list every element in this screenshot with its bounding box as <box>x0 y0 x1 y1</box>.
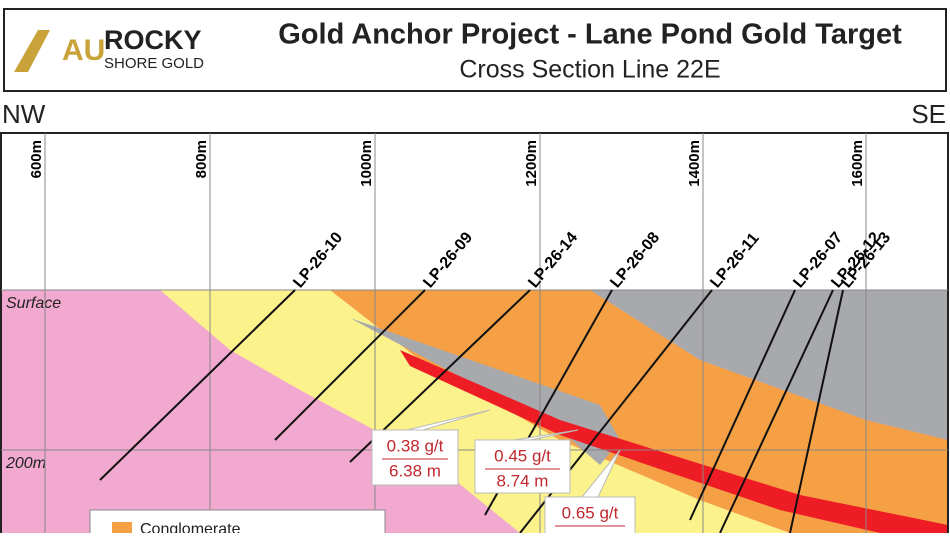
subtitle: Cross Section Line 22E <box>459 56 720 84</box>
logo-mark: AU <box>62 34 105 67</box>
logo-tagline: SHORE GOLD <box>104 55 204 72</box>
drill-hole <box>99 289 296 481</box>
hole-label: LP-26-10 <box>290 229 346 291</box>
grid-label: 1600m <box>849 140 866 187</box>
section-frame <box>0 132 949 538</box>
yellow-unit <box>160 290 790 533</box>
hole-label: LP-26-09 <box>420 229 476 291</box>
callout-box <box>544 496 636 538</box>
intercept-grade: 0.38 g/t <box>387 436 444 455</box>
surface-label: Surface <box>6 295 61 312</box>
drill-hole <box>789 289 844 534</box>
title: Gold Anchor Project - Lane Pond Gold Tar… <box>278 19 902 51</box>
drill-hole <box>719 289 834 534</box>
intercept-width: 8.74 m <box>497 471 549 490</box>
logo-name: ROCKY <box>104 25 202 55</box>
callout-box <box>474 439 571 494</box>
intercept-grade: 0.45 g/t <box>494 446 551 465</box>
geology <box>1 290 948 533</box>
direction-right: SE <box>911 99 946 129</box>
orange-unit <box>330 290 948 533</box>
hole-label: LP-26-08 <box>607 229 663 291</box>
header-box <box>3 8 947 92</box>
intercept-width: 6.38 m <box>389 461 441 480</box>
legend-label: Conglomerate <box>140 521 241 533</box>
direction-left: NW <box>2 99 46 129</box>
grey-unit <box>590 290 948 440</box>
grid-label: 1000m <box>358 140 375 187</box>
hole-label: LP-26-14 <box>525 229 581 291</box>
grid-label: 1400m <box>686 140 703 187</box>
hole-label: LP-26-11 <box>707 230 762 291</box>
legend-swatch <box>112 522 132 536</box>
mineralized-zone <box>400 350 948 533</box>
grid-label: 800m <box>193 140 210 178</box>
depth-label: 200m <box>5 455 46 472</box>
logo-icon <box>14 30 50 72</box>
drill-hole <box>689 289 796 521</box>
intercept-grade: 0.65 g/t <box>562 503 619 522</box>
callout-box <box>371 429 459 486</box>
grid-label: 1200m <box>523 140 540 187</box>
grid-label: 600m <box>28 140 45 178</box>
drill-hole <box>274 289 426 441</box>
